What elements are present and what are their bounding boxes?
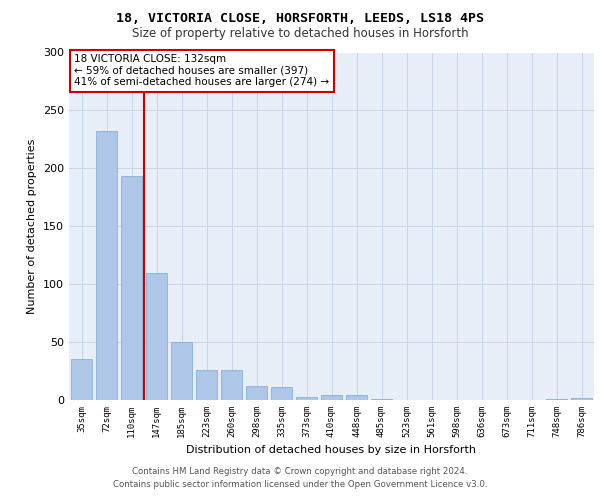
Bar: [96, 132, 117, 400]
Bar: [346, 396, 367, 400]
Bar: [221, 370, 242, 400]
Bar: [246, 386, 267, 400]
Bar: [371, 399, 392, 400]
Bar: [296, 396, 317, 400]
Text: 18 VICTORIA CLOSE: 132sqm
← 59% of detached houses are smaller (397)
41% of semi: 18 VICTORIA CLOSE: 132sqm ← 59% of detac…: [74, 54, 329, 88]
Bar: [121, 176, 142, 400]
Bar: [571, 398, 592, 400]
Bar: [196, 370, 217, 400]
Bar: [71, 360, 92, 400]
Bar: [171, 342, 192, 400]
Bar: [546, 399, 567, 400]
X-axis label: Distribution of detached houses by size in Horsforth: Distribution of detached houses by size …: [187, 446, 476, 456]
Text: Contains HM Land Registry data © Crown copyright and database right 2024.: Contains HM Land Registry data © Crown c…: [132, 467, 468, 476]
Y-axis label: Number of detached properties: Number of detached properties: [28, 138, 37, 314]
Bar: [146, 272, 167, 400]
Text: Contains public sector information licensed under the Open Government Licence v3: Contains public sector information licen…: [113, 480, 487, 489]
Bar: [321, 396, 342, 400]
Text: 18, VICTORIA CLOSE, HORSFORTH, LEEDS, LS18 4PS: 18, VICTORIA CLOSE, HORSFORTH, LEEDS, LS…: [116, 12, 484, 26]
Bar: [271, 388, 292, 400]
Text: Size of property relative to detached houses in Horsforth: Size of property relative to detached ho…: [131, 28, 469, 40]
